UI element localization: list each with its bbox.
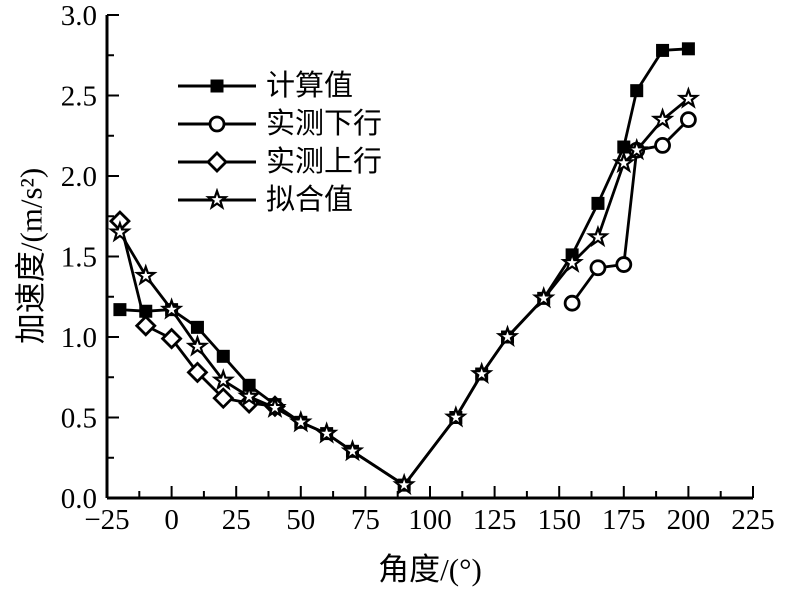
filled-square-marker — [617, 140, 631, 154]
open-circle-marker — [589, 259, 607, 277]
x-tick-label: −25 — [84, 504, 129, 536]
x-tick-label: 200 — [667, 504, 711, 536]
legend-item-calculated: 计算值 — [178, 67, 382, 105]
open-star-marker — [185, 334, 210, 357]
x-tick-label: 50 — [286, 504, 315, 536]
x-axis-title: 角度/(°) — [378, 552, 482, 587]
filled-square-marker — [190, 320, 204, 334]
open-star-marker — [531, 286, 556, 309]
open-star-marker — [586, 224, 610, 248]
legend-item-measured-up: 实测上行 — [178, 143, 382, 181]
open-diamond-icon — [178, 151, 256, 173]
legend: 计算值 实测下行 实测上行 拟合值 — [178, 67, 382, 219]
x-tick-label: 75 — [351, 504, 380, 536]
y-tick-label: 2.0 — [61, 161, 97, 193]
x-tick-label: 0 — [164, 504, 179, 536]
legend-label: 实测下行 — [266, 107, 383, 140]
open-star-icon — [178, 188, 256, 210]
open-star-marker — [134, 263, 158, 286]
open-star-marker — [108, 220, 132, 243]
open-star-marker — [340, 438, 365, 462]
open-diamond-marker — [160, 327, 183, 350]
filled-square-marker — [591, 196, 605, 210]
open-star-marker — [444, 405, 468, 428]
open-star-marker — [211, 368, 236, 391]
x-tick-label: 150 — [537, 504, 581, 536]
series-3 — [108, 86, 701, 496]
open-star-marker — [392, 472, 416, 496]
open-star-marker — [560, 250, 584, 273]
open-star-marker — [495, 324, 520, 347]
legend-item-fitted: 拟合值 — [178, 181, 382, 219]
legend-label: 实测上行 — [266, 145, 383, 178]
open-star-marker — [289, 409, 313, 433]
open-star-marker — [612, 150, 636, 174]
x-tick-label: 100 — [408, 504, 452, 536]
y-tick-label: 2.5 — [61, 81, 97, 113]
open-star-marker — [237, 384, 261, 407]
open-circle-marker — [208, 115, 226, 133]
y-tick-label: 0.0 — [61, 483, 97, 515]
filled-square-marker — [681, 42, 695, 56]
legend-label: 拟合值 — [266, 183, 354, 216]
open-star-marker — [205, 188, 229, 210]
filled-square-marker — [210, 79, 224, 93]
open-star-marker — [676, 86, 701, 109]
open-star-marker — [159, 297, 184, 320]
filled-square-marker — [630, 84, 644, 98]
filled-square-marker — [656, 43, 670, 57]
open-circle-marker — [615, 256, 633, 273]
open-star-marker — [469, 361, 494, 385]
open-star-marker — [650, 107, 675, 130]
filled-square-marker — [113, 303, 127, 317]
open-diamond-marker — [186, 361, 209, 384]
open-circle-icon — [178, 115, 256, 133]
open-circle-marker — [563, 294, 581, 312]
y-tick-label: 0.5 — [61, 403, 97, 435]
open-circle-marker — [654, 137, 671, 154]
x-tick-label: 25 — [222, 504, 251, 536]
x-tick-label: 125 — [473, 504, 517, 536]
x-tick-label: 225 — [731, 504, 775, 536]
legend-label: 计算值 — [266, 69, 354, 102]
series-2 — [108, 210, 286, 418]
open-diamond-marker — [206, 151, 228, 173]
filled-square-icon — [178, 79, 256, 93]
open-star-marker — [314, 421, 339, 444]
open-diamond-marker — [212, 387, 235, 410]
x-tick-label: 175 — [602, 504, 646, 536]
y-axis-title: 加速度/(m/s²) — [13, 167, 49, 345]
open-star-marker — [624, 137, 649, 161]
y-tick-label: 1.0 — [61, 322, 97, 354]
open-star-marker — [263, 395, 287, 418]
open-diamond-marker — [134, 314, 157, 337]
filled-square-marker — [216, 349, 230, 363]
y-tick-label: 1.5 — [61, 242, 97, 274]
y-tick-label: 3.0 — [61, 0, 97, 32]
open-circle-marker — [680, 111, 697, 129]
legend-item-measured-down: 实测下行 — [178, 105, 382, 143]
